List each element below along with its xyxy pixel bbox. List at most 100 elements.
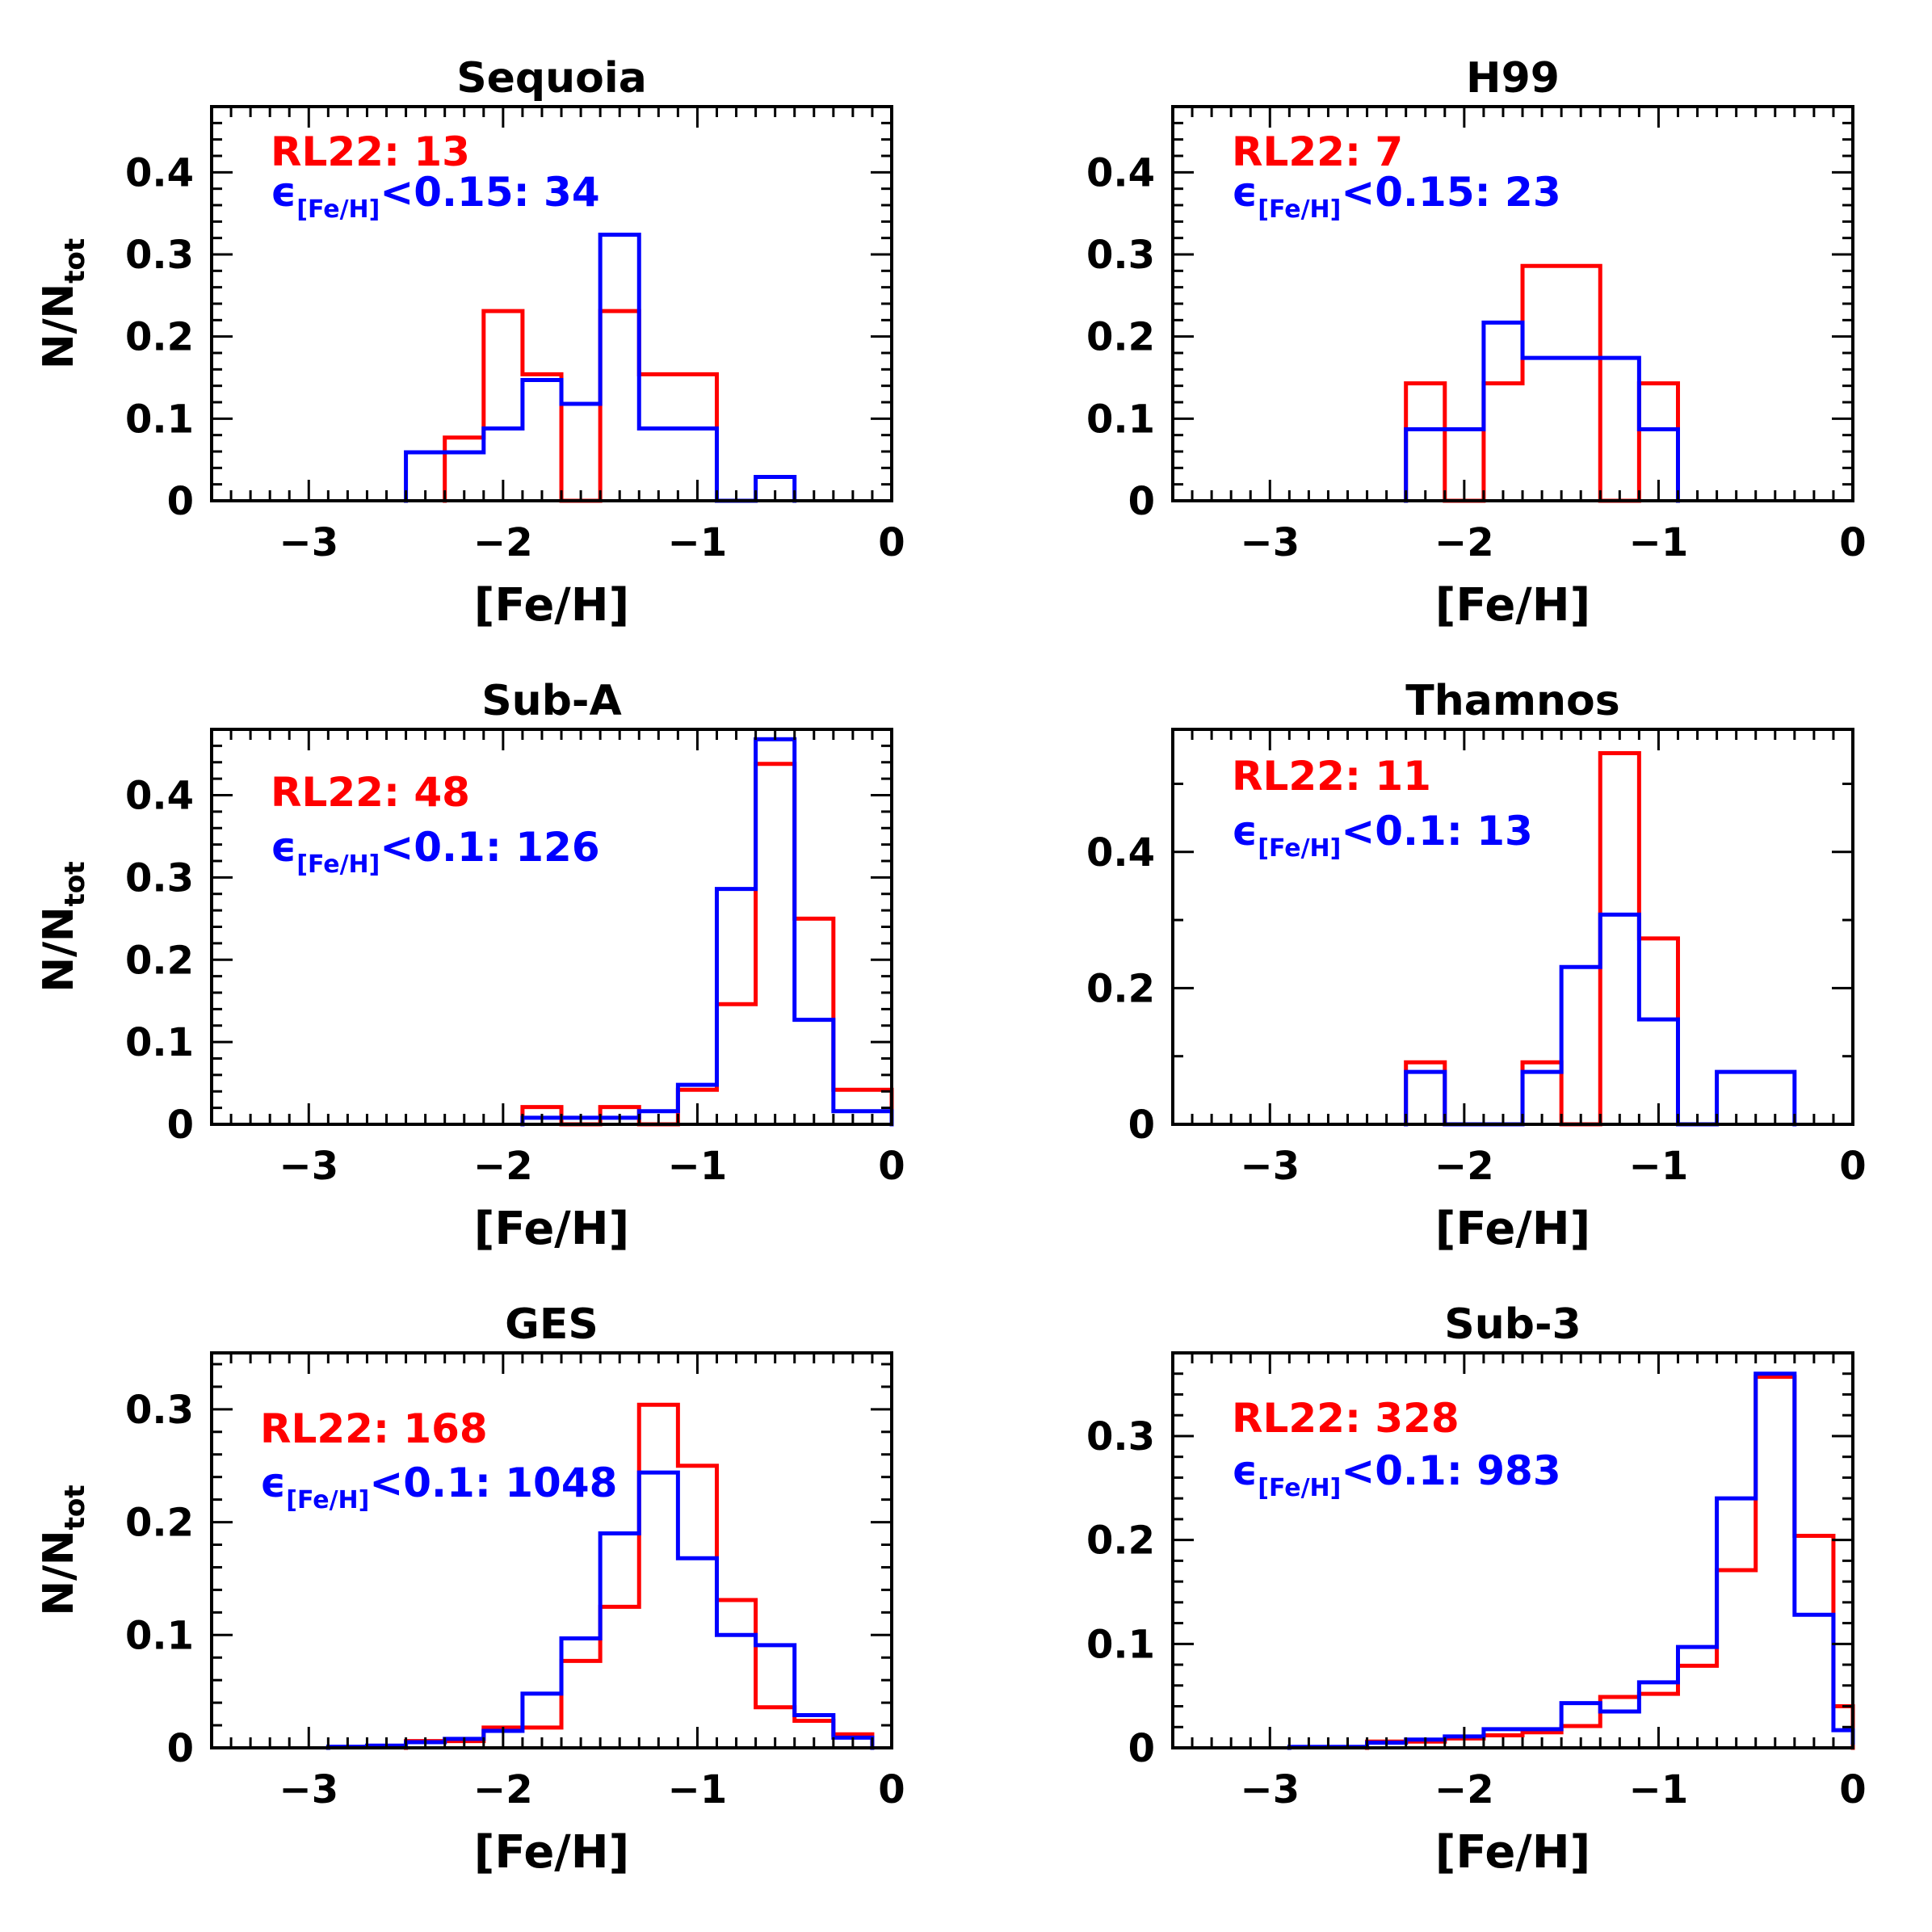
legend-rl22: RL22: 13 <box>271 128 470 175</box>
y-axis-label-main: N/N <box>35 1530 83 1615</box>
y-axis-label: N/Ntot <box>35 1485 91 1616</box>
panel-title: Thamnos <box>1405 677 1619 725</box>
legend-rl22-label: RL22: <box>1232 753 1375 800</box>
y-axis-label-sub: tot <box>59 238 91 284</box>
legend-rl22-label: RL22: <box>1232 128 1375 175</box>
legend-rl22-count: 328 <box>1375 1395 1459 1442</box>
y-tick-label: 0 <box>167 1102 194 1148</box>
x-tick-label: −2 <box>473 520 533 565</box>
legend-rl22-count: 48 <box>414 769 470 816</box>
y-tick-label: 0.2 <box>1086 315 1155 360</box>
legend-epsilon: ϵ <box>271 169 296 216</box>
legend-error-count: 34 <box>544 169 600 216</box>
y-tick-label: 0.3 <box>125 1388 194 1433</box>
legend-rl22-label: RL22: <box>260 1405 403 1452</box>
y-tick-label: 0.1 <box>1086 397 1155 442</box>
legend-epsilon: ϵ <box>1232 808 1258 855</box>
x-tick-label: −1 <box>1629 1144 1689 1189</box>
panel-title: Sequoia <box>456 54 647 103</box>
legend-rl22-count: 11 <box>1375 753 1431 800</box>
legend-error-threshold: <0.15: <box>1341 169 1505 216</box>
y-tick-label: 0.2 <box>1086 1518 1155 1564</box>
legend-epsilon-subscript: [Fe/H] <box>1258 834 1341 863</box>
panel-sub-a: −3 −2 −1 0 0 0.1 0.2 0.3 0.4 Sub-A [Fe/H] N/Ntot RL2… <box>35 677 905 1255</box>
y-tick-label: 0.3 <box>1086 233 1155 278</box>
y-axis-label-main: N/N <box>35 284 83 369</box>
x-tick-label: −1 <box>668 520 728 565</box>
y-tick-label: 0 <box>1128 1726 1155 1771</box>
legend-error-count: 983 <box>1476 1447 1560 1494</box>
x-tick-label: −1 <box>1629 1767 1689 1812</box>
panel-title: GES <box>505 1300 598 1349</box>
legend-rl22: RL22: 11 <box>1232 753 1431 800</box>
x-tick-label: −3 <box>1240 1144 1300 1189</box>
panel-h99: −3 −2 −1 0 0 0.1 0.2 0.3 0.4 H99 [Fe/H] N/Ntot RL22:… <box>35 54 1867 632</box>
y-tick-label: 0.1 <box>125 1613 194 1658</box>
y-tick-label: 0.1 <box>1086 1622 1155 1667</box>
y-axis-label: N/Ntot <box>35 238 91 369</box>
legend-epsilon-subscript: [Fe/H] <box>286 1486 369 1514</box>
y-tick-label: 0.3 <box>125 855 194 901</box>
legend-rl22-label: RL22: <box>1232 1395 1375 1442</box>
hist-red-series <box>443 309 719 503</box>
x-axis-label: [Fe/H] <box>474 579 629 632</box>
legend-epsilon: ϵ <box>1232 169 1258 216</box>
legend-error-threshold: <0.1: <box>369 1460 505 1506</box>
y-axis-label-main: N/N <box>35 906 83 992</box>
y-axis-label: N/Ntot <box>35 862 91 993</box>
x-axis-label: [Fe/H] <box>1435 579 1590 632</box>
legend-rl22: RL22: 7 <box>1232 128 1403 175</box>
legend-error-cut: ϵ[Fe/H]<0.15: 34 <box>271 169 600 224</box>
y-axis-label: N/Ntot <box>35 862 91 993</box>
y-tick-label: 0.2 <box>125 1501 194 1546</box>
y-axis-label-main: N/N <box>35 284 83 369</box>
x-tick-label: −2 <box>1434 1144 1494 1189</box>
y-tick-label: 0.4 <box>1086 150 1155 195</box>
y-tick-label: 0.2 <box>125 938 194 983</box>
y-axis-label-sub: tot <box>59 1485 91 1531</box>
axes-frame <box>1171 1351 1854 1749</box>
legend-rl22-count: 7 <box>1375 128 1403 175</box>
panel-thamnos: −3 −2 −1 0 0 0.2 0.4 Thamnos [Fe/H] N/Ntot RL22: 1… <box>35 677 1867 1255</box>
x-tick-label: 0 <box>878 1767 905 1812</box>
y-tick-label: 0.2 <box>1086 966 1155 1011</box>
legend-error-threshold: <0.1: <box>1341 1447 1476 1494</box>
legend-error-cut: ϵ[Fe/H]<0.1: 126 <box>271 824 600 879</box>
legend-epsilon-subscript: [Fe/H] <box>1258 1474 1341 1502</box>
panel-title: H99 <box>1466 54 1560 103</box>
x-tick-label: −3 <box>279 1767 338 1812</box>
y-tick-label: 0.4 <box>125 774 194 819</box>
y-axis-label: N/Ntot <box>35 1485 91 1616</box>
x-tick-label: 0 <box>1839 1144 1866 1189</box>
legend-error-cut: ϵ[Fe/H]<0.1: 983 <box>1232 1447 1561 1502</box>
y-tick-label: 0.3 <box>1086 1414 1155 1460</box>
x-tick-label: −3 <box>279 520 338 565</box>
legend-rl22: RL22: 48 <box>271 769 470 816</box>
y-tick-label: 0.4 <box>125 150 194 195</box>
y-axis-label-sub: tot <box>59 238 91 284</box>
legend-error-cut: ϵ[Fe/H]<0.15: 23 <box>1232 169 1561 224</box>
y-axis-label-sub: tot <box>59 862 91 907</box>
x-axis-label: [Fe/H] <box>474 1203 629 1255</box>
legend-rl22-count: 13 <box>414 128 470 175</box>
x-axis-label: [Fe/H] <box>474 1826 629 1879</box>
hist-blue-series <box>1404 320 1680 503</box>
x-tick-label: −2 <box>1434 520 1494 565</box>
y-axis-label-sub: tot <box>59 862 91 907</box>
x-tick-label: −1 <box>1629 520 1689 565</box>
y-tick-label: 0.1 <box>125 1020 194 1065</box>
hist-blue-series <box>1287 1371 1855 1750</box>
panel-title: Sub-3 <box>1444 1300 1581 1349</box>
legend-rl22: RL22: 328 <box>1232 1395 1460 1442</box>
x-tick-label: 0 <box>878 520 905 565</box>
legend-error-threshold: <0.15: <box>380 169 544 216</box>
panel-sequoia: −3 −2 −1 0 0 0.1 0.2 0.3 0.4 Sequoia [Fe/H] N/Ntot R… <box>35 54 905 632</box>
y-tick-label: 0 <box>167 479 194 524</box>
legend-error-cut: ϵ[Fe/H]<0.1: 1048 <box>260 1460 617 1514</box>
x-tick-label: 0 <box>1839 1767 1866 1812</box>
x-tick-label: −1 <box>668 1767 728 1812</box>
x-tick-label: 0 <box>878 1144 905 1189</box>
x-tick-label: −2 <box>473 1767 533 1812</box>
y-tick-label: 0.1 <box>125 397 194 442</box>
y-axis-label-main: N/N <box>35 906 83 992</box>
